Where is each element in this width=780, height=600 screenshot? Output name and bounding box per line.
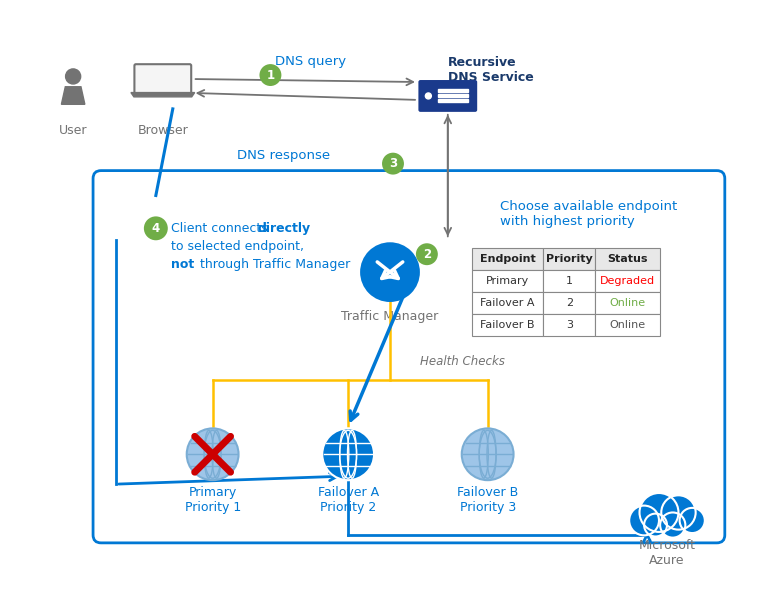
Text: Failover B
Priority 3: Failover B Priority 3 <box>457 486 518 514</box>
Circle shape <box>382 152 404 175</box>
Text: Microsoft
Azure: Microsoft Azure <box>639 539 696 567</box>
Text: Choose available endpoint
with highest priority: Choose available endpoint with highest p… <box>500 200 677 229</box>
Text: Client connects: Client connects <box>171 223 271 235</box>
FancyBboxPatch shape <box>544 314 595 336</box>
FancyBboxPatch shape <box>595 292 660 314</box>
Text: not: not <box>171 258 194 271</box>
Text: Failover A
Priority 2: Failover A Priority 2 <box>317 486 379 514</box>
Text: Failover A: Failover A <box>480 298 535 308</box>
Circle shape <box>416 243 438 265</box>
FancyBboxPatch shape <box>418 80 477 112</box>
Circle shape <box>66 69 80 84</box>
Bar <box>438 100 468 103</box>
FancyBboxPatch shape <box>595 314 660 336</box>
Circle shape <box>660 512 686 538</box>
Text: Recursive
DNS Service: Recursive DNS Service <box>448 56 534 84</box>
Text: User: User <box>58 124 87 137</box>
Text: DNS response: DNS response <box>237 149 330 162</box>
Circle shape <box>640 493 679 532</box>
Text: Degraded: Degraded <box>600 276 655 286</box>
FancyBboxPatch shape <box>544 292 595 314</box>
Text: Browser: Browser <box>137 124 188 137</box>
FancyBboxPatch shape <box>595 270 660 292</box>
Text: Online: Online <box>610 320 646 330</box>
Circle shape <box>629 506 659 535</box>
Text: Traffic Manager: Traffic Manager <box>342 310 438 323</box>
Text: Priority: Priority <box>546 254 593 264</box>
Text: directly: directly <box>257 223 310 235</box>
FancyBboxPatch shape <box>472 314 544 336</box>
Circle shape <box>260 64 282 86</box>
Circle shape <box>644 514 667 536</box>
Text: 2: 2 <box>423 248 431 261</box>
Bar <box>438 94 468 97</box>
Text: Failover B: Failover B <box>480 320 535 330</box>
FancyBboxPatch shape <box>544 248 595 270</box>
Text: 3: 3 <box>566 320 573 330</box>
Circle shape <box>186 428 239 480</box>
Text: Primary: Primary <box>486 276 529 286</box>
Circle shape <box>360 242 420 302</box>
Text: 2: 2 <box>566 298 573 308</box>
Circle shape <box>425 93 431 99</box>
Circle shape <box>661 495 696 530</box>
Text: 3: 3 <box>389 157 397 170</box>
Text: Endpoint: Endpoint <box>480 254 535 264</box>
FancyBboxPatch shape <box>595 248 660 270</box>
Circle shape <box>144 217 168 240</box>
Circle shape <box>462 428 513 480</box>
Text: 1: 1 <box>266 68 275 82</box>
Text: through Traffic Manager: through Traffic Manager <box>196 258 350 271</box>
Circle shape <box>679 508 705 533</box>
Polygon shape <box>131 92 195 97</box>
Text: Health Checks: Health Checks <box>420 355 505 368</box>
Text: Status: Status <box>608 254 648 264</box>
Circle shape <box>322 428 374 480</box>
Text: to selected endpoint,: to selected endpoint, <box>171 240 303 253</box>
Text: Primary
Priority 1: Primary Priority 1 <box>185 486 241 514</box>
Text: Online: Online <box>610 298 646 308</box>
FancyBboxPatch shape <box>472 292 544 314</box>
FancyBboxPatch shape <box>544 270 595 292</box>
FancyBboxPatch shape <box>134 64 191 94</box>
Polygon shape <box>62 87 85 104</box>
Text: 1: 1 <box>566 276 573 286</box>
FancyBboxPatch shape <box>472 270 544 292</box>
Text: DNS query: DNS query <box>275 55 346 68</box>
FancyBboxPatch shape <box>472 248 544 270</box>
Bar <box>438 89 468 92</box>
Text: 4: 4 <box>152 222 160 235</box>
